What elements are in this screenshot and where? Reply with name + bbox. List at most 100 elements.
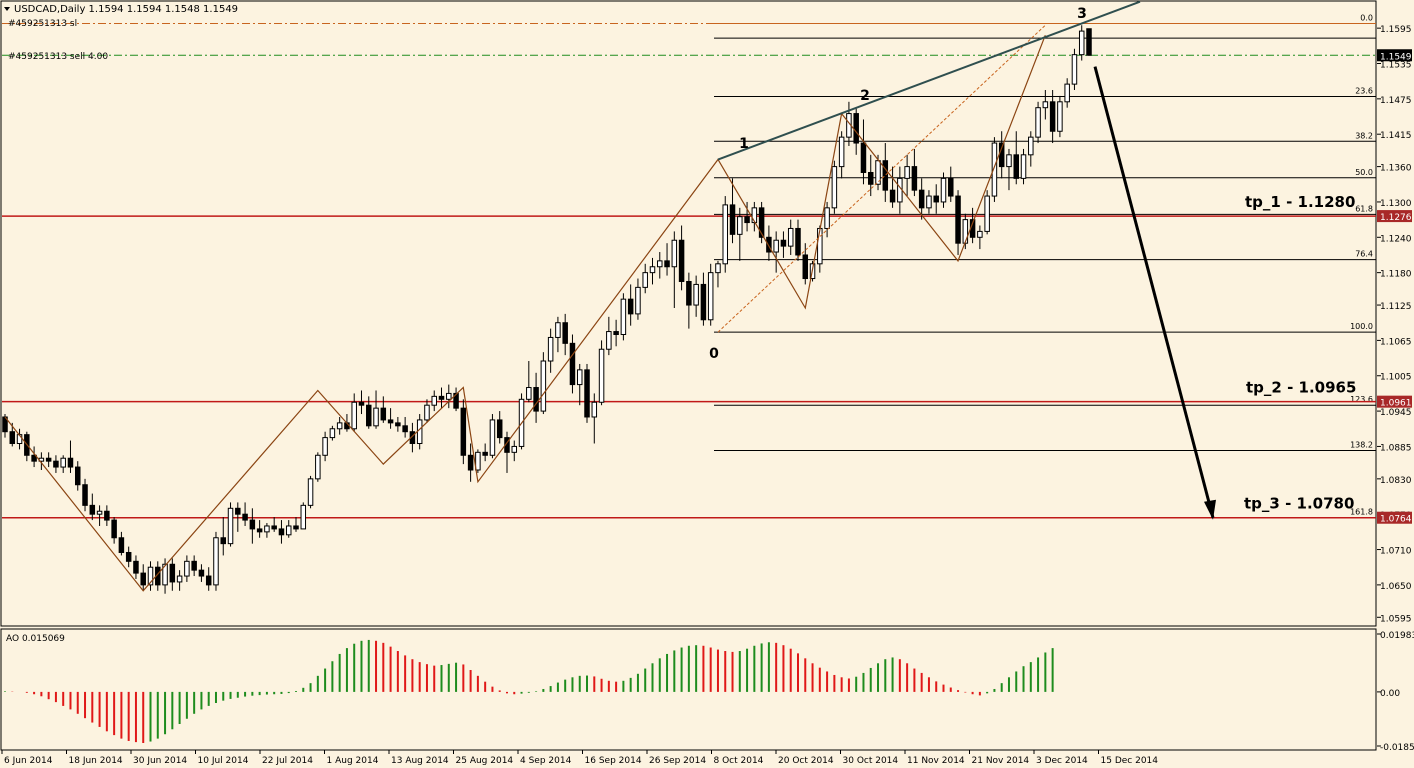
candle-body xyxy=(45,457,52,462)
candle-body xyxy=(875,160,881,185)
candle-body xyxy=(1042,101,1049,109)
candle-body xyxy=(213,537,219,586)
candle-body xyxy=(162,563,168,586)
time-tick-label: 18 Jun 2014 xyxy=(69,756,123,766)
candle-body xyxy=(438,395,445,400)
candle-body xyxy=(664,260,670,268)
candle-body xyxy=(82,484,88,506)
candle-body xyxy=(984,195,990,232)
price-tick-label: 1.1125 xyxy=(1380,302,1412,312)
candle-body xyxy=(242,513,248,521)
candle-body xyxy=(118,537,125,553)
price-tag-label: 1.0961 xyxy=(1380,399,1412,409)
fib-level-label: 138.2 xyxy=(1350,441,1373,450)
candle-body xyxy=(60,457,66,468)
time-tick-label: 16 Sep 2014 xyxy=(585,756,642,766)
order-sl-label: #459251313 sl xyxy=(8,19,77,29)
time-tick-label: 26 Sep 2014 xyxy=(649,756,706,766)
price-tick-label: 1.1475 xyxy=(1380,96,1412,106)
candle-body xyxy=(882,160,889,191)
time-tick-label: 22 Jul 2014 xyxy=(262,756,313,766)
candle-body xyxy=(31,454,37,462)
candle-body xyxy=(642,272,648,288)
candle-body xyxy=(249,519,256,530)
price-axis[interactable]: 1.1595 1.1535 1.1475 1.1415 1.1360 1.1300 1.12… xyxy=(1377,25,1412,624)
candle-body xyxy=(737,216,743,235)
candle-body xyxy=(758,207,765,238)
candle-body xyxy=(657,260,663,268)
candle-body xyxy=(380,407,387,421)
price-tag xyxy=(1377,210,1412,223)
candle-body xyxy=(336,422,343,430)
candle-body xyxy=(307,478,314,506)
candle-body xyxy=(1013,154,1019,179)
target-label: tp_2 - 1.0965 xyxy=(1246,379,1356,397)
target-label: tp_1 - 1.1280 xyxy=(1245,193,1355,211)
ao-histogram xyxy=(4,639,1054,743)
candle-body xyxy=(300,504,307,530)
candle-body xyxy=(824,207,830,229)
price-tick-label: 1.0710 xyxy=(1380,547,1412,557)
time-tick-label: 21 Nov 2014 xyxy=(972,756,1030,766)
fib-level-label: 38.2 xyxy=(1355,131,1373,140)
candle-body xyxy=(838,136,845,168)
ao-axis: 0.01983 0.00 -0.01853 xyxy=(1377,631,1414,753)
annotations: 0 1 2 3 xyxy=(709,6,1216,520)
candle-body xyxy=(1006,154,1012,168)
chevron-down-icon[interactable] xyxy=(4,7,10,11)
order-sell-label: #459251313 sell 4.00 xyxy=(8,52,108,62)
price-tag xyxy=(1377,395,1412,408)
time-tick-label: 25 Aug 2014 xyxy=(456,756,514,766)
candle-body xyxy=(831,166,838,209)
price-tick-label: 1.0650 xyxy=(1380,582,1412,592)
candle-body xyxy=(169,563,176,583)
time-tick-label: 10 Jul 2014 xyxy=(198,756,249,766)
time-tick-label: 1 Aug 2014 xyxy=(327,756,379,766)
wave-zigzag xyxy=(4,0,1141,592)
time-tick-label: 15 Dec 2014 xyxy=(1101,756,1159,766)
candle-body xyxy=(53,460,59,468)
candle-body xyxy=(67,457,74,468)
candle-body xyxy=(104,510,110,521)
candle-body xyxy=(773,239,779,253)
ao-pane[interactable]: AO 0.015069 0.01983 0.00 -0.01853 xyxy=(0,628,1414,753)
price-tick-label: 1.1005 xyxy=(1380,373,1412,383)
fib-level-label: 23.6 xyxy=(1355,86,1373,95)
ao-pane-frame xyxy=(0,628,1377,751)
candle-body xyxy=(489,419,496,456)
time-tick-label: 11 Nov 2014 xyxy=(907,756,965,766)
price-pane[interactable]: 0.0 23.6 38.2 50.0 61.8 76.4 100.0 123.6 138.2 16… xyxy=(0,0,1377,627)
candle-body xyxy=(853,113,859,144)
candle-body xyxy=(955,195,961,244)
price-tick-label: 1.0830 xyxy=(1380,476,1412,486)
candle-body xyxy=(278,528,285,536)
fib-level-label: 123.6 xyxy=(1350,395,1373,404)
price-tag xyxy=(1377,49,1412,62)
candle-body xyxy=(591,401,598,418)
candle-body xyxy=(402,425,408,433)
fib-level-label: 161.8 xyxy=(1350,508,1373,517)
time-tick-label: 13 Aug 2014 xyxy=(391,756,449,766)
candle-body xyxy=(387,419,394,424)
candle-body xyxy=(948,177,954,197)
candle-body xyxy=(1086,28,1092,56)
time-tick-label: 30 Oct 2014 xyxy=(843,756,899,766)
price-tick-label: 1.1595 xyxy=(1380,25,1412,35)
candle-body xyxy=(227,507,234,545)
ao-tick-label: 0.01983 xyxy=(1380,631,1414,641)
projection-arrow xyxy=(1093,66,1215,519)
price-tick-label: 1.0595 xyxy=(1380,614,1412,624)
candle-body xyxy=(453,392,459,409)
price-tick-label: 1.1535 xyxy=(1380,61,1412,71)
candle-body xyxy=(678,239,685,282)
candle-body xyxy=(9,431,16,444)
candle-body xyxy=(198,569,205,577)
ao-tick-label: -0.01853 xyxy=(1380,743,1414,753)
candle-body xyxy=(722,204,728,265)
candle-body xyxy=(475,451,481,471)
candle-body xyxy=(744,216,750,224)
ao-tick-label: 0.00 xyxy=(1380,689,1400,699)
candle-body xyxy=(991,142,998,197)
